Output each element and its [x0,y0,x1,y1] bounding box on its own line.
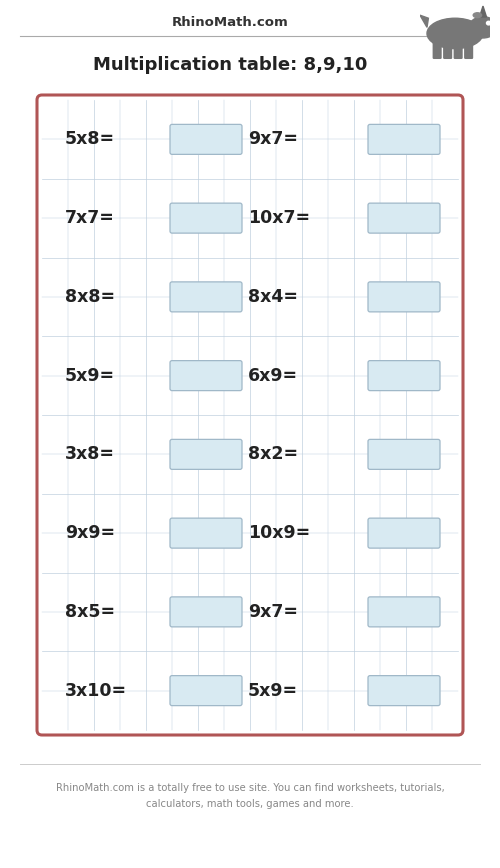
Text: RhinoMath.com: RhinoMath.com [172,16,288,30]
FancyBboxPatch shape [368,282,440,312]
Text: 8x8=: 8x8= [65,288,115,306]
Text: 9x7=: 9x7= [248,603,298,621]
FancyBboxPatch shape [170,597,242,627]
Text: 7x7=: 7x7= [65,209,115,227]
Text: 6x9=: 6x9= [248,366,298,385]
Text: 5x8=: 5x8= [65,130,115,148]
FancyBboxPatch shape [170,203,242,233]
Text: 9x7=: 9x7= [248,130,298,148]
FancyBboxPatch shape [368,597,440,627]
Ellipse shape [469,16,497,38]
Text: 10x7=: 10x7= [248,209,310,227]
Circle shape [486,21,490,25]
FancyBboxPatch shape [368,124,440,155]
FancyBboxPatch shape [170,282,242,312]
FancyBboxPatch shape [170,124,242,155]
Text: RhinoMath.com is a totally free to use site. You can find worksheets, tutorials,: RhinoMath.com is a totally free to use s… [56,783,444,809]
FancyBboxPatch shape [37,95,463,735]
Text: 5x9=: 5x9= [248,681,298,700]
Text: 8x4=: 8x4= [248,288,298,306]
FancyBboxPatch shape [170,518,242,548]
Text: 10x9=: 10x9= [248,524,310,542]
FancyBboxPatch shape [368,203,440,233]
Polygon shape [480,6,486,17]
Ellipse shape [473,13,482,17]
FancyBboxPatch shape [465,39,472,58]
FancyBboxPatch shape [368,360,440,391]
Text: 5x9=: 5x9= [65,366,115,385]
FancyBboxPatch shape [434,39,441,58]
Ellipse shape [427,18,483,49]
Text: 3x8=: 3x8= [65,445,115,464]
FancyBboxPatch shape [454,39,462,58]
Text: 8x2=: 8x2= [248,445,298,464]
Text: 3x10=: 3x10= [65,681,127,700]
FancyBboxPatch shape [170,675,242,706]
Text: Multiplication table: 8,9,10: Multiplication table: 8,9,10 [93,56,367,74]
FancyBboxPatch shape [368,675,440,706]
FancyBboxPatch shape [170,439,242,470]
Text: 9x9=: 9x9= [65,524,115,542]
Text: 8x5=: 8x5= [65,603,115,621]
FancyBboxPatch shape [170,360,242,391]
Polygon shape [420,15,428,27]
FancyBboxPatch shape [368,518,440,548]
FancyBboxPatch shape [368,439,440,470]
FancyBboxPatch shape [444,39,452,58]
